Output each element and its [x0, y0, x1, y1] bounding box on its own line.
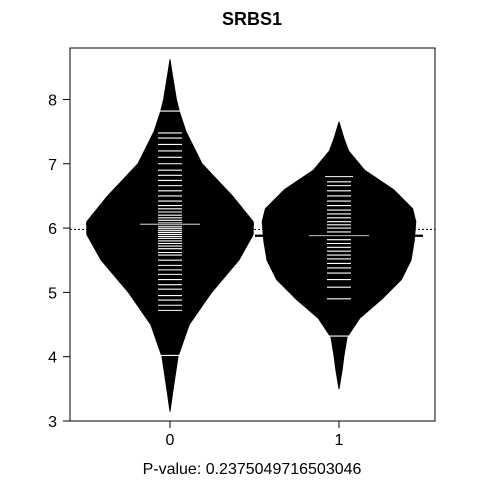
- chart-title: SRBS1: [222, 9, 282, 29]
- y-tick-label: 5: [48, 285, 57, 302]
- y-tick-label: 6: [48, 221, 57, 238]
- y-tick-label: 7: [48, 157, 57, 174]
- x-tick-label: 1: [335, 432, 344, 449]
- y-tick-label: 3: [48, 414, 57, 431]
- x-tick-label: 0: [166, 432, 175, 449]
- y-tick-label: 8: [48, 92, 57, 109]
- x-axis-label: P-value: 0.2375049716503046: [143, 461, 362, 478]
- y-tick-label: 4: [48, 350, 57, 367]
